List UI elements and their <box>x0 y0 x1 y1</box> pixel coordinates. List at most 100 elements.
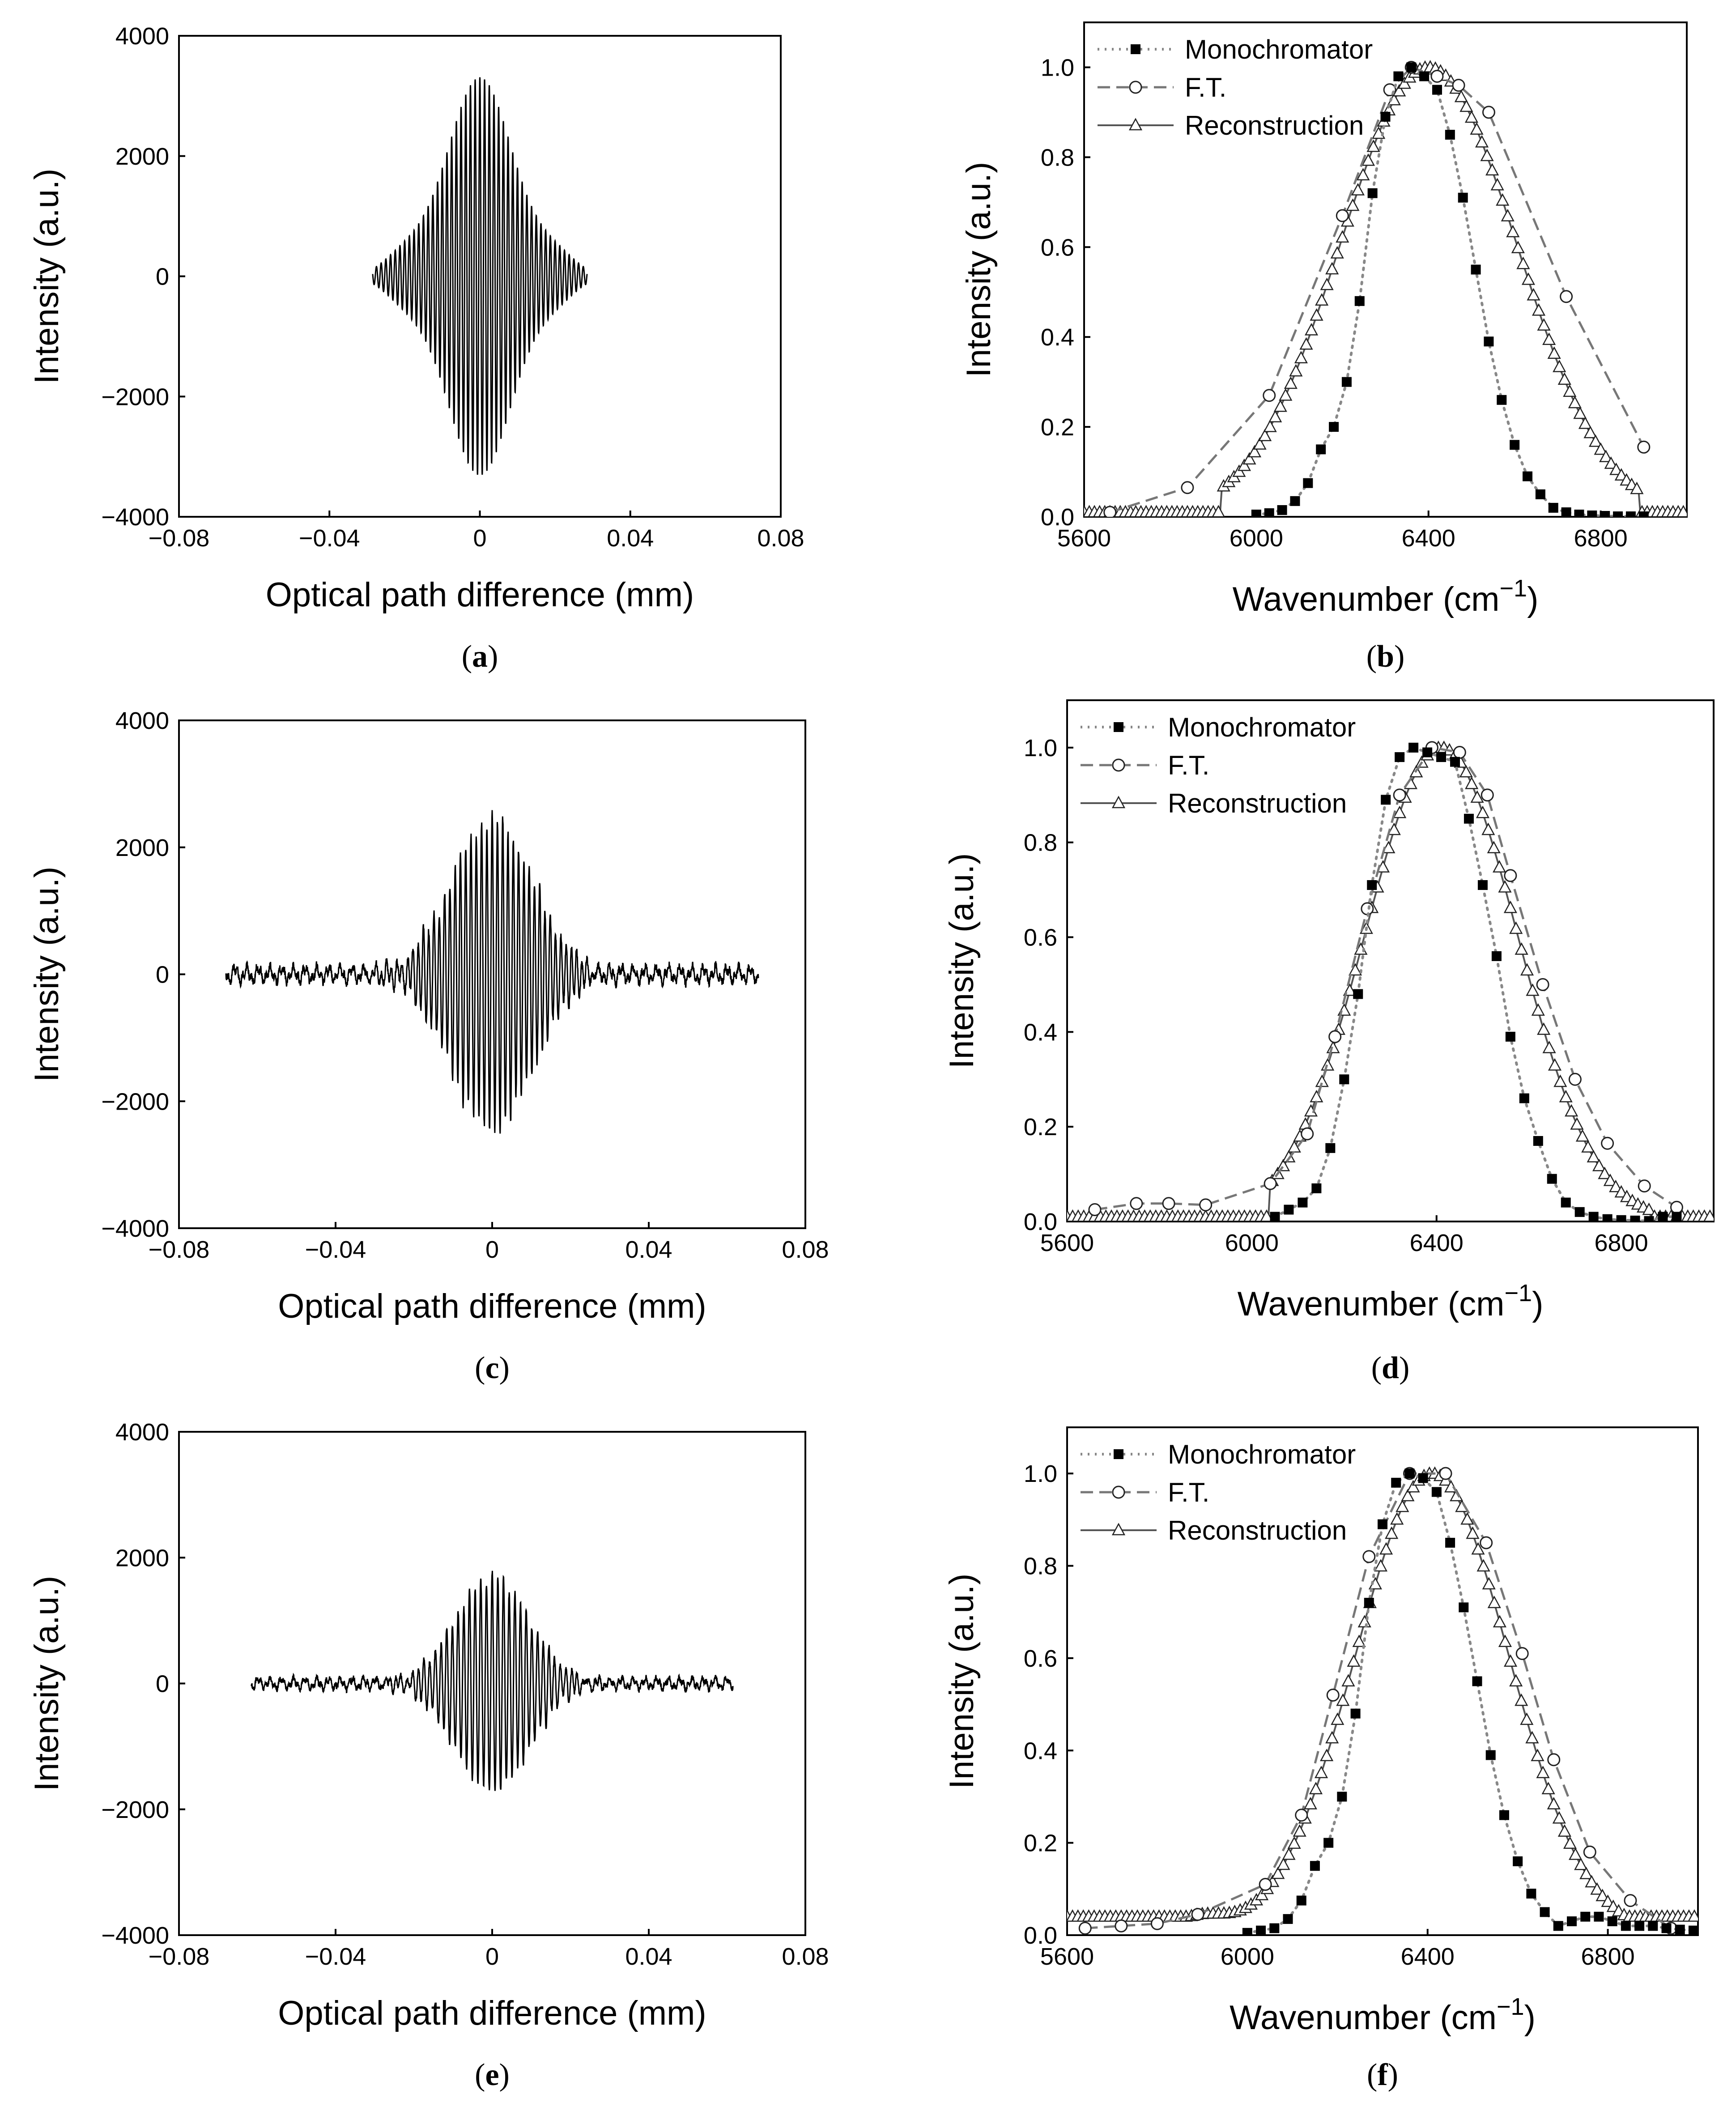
x-axis-label: Optical path difference (mm) <box>278 1287 706 1325</box>
y-tick-label: −2000 <box>101 1088 169 1115</box>
legend-label: Monochromator <box>1168 1439 1356 1469</box>
ft-marker <box>1336 209 1349 222</box>
plot-area <box>225 810 759 1134</box>
reconstruction-marker <box>1516 256 1530 269</box>
ft-marker <box>1601 1136 1614 1150</box>
x-axis-label-superscript: −1 <box>1499 575 1527 602</box>
reconstruction-marker <box>1573 406 1587 419</box>
y-tick-label: 0.8 <box>1024 1553 1057 1580</box>
y-tick-label: −4000 <box>101 504 169 531</box>
reconstruction-marker <box>1309 1782 1323 1795</box>
monochromator-marker <box>1533 1136 1543 1146</box>
monochromator-marker <box>1391 1477 1401 1488</box>
x-axis-label-main: Wavenumber (cm <box>1230 1999 1497 2037</box>
monochromator-marker <box>1380 111 1391 122</box>
chart-panel-e: −0.08 −0.04 0 0.04 0.08 −4000 −2000 0 2000 4000 In… <box>28 1419 829 2092</box>
plot-area <box>1084 60 1687 517</box>
monochromator-marker <box>1381 795 1391 805</box>
ft-marker <box>1088 1203 1102 1217</box>
reconstruction-marker <box>1470 790 1484 803</box>
x-tick-label: 0.04 <box>607 525 654 552</box>
y-tick-label: 0.6 <box>1024 924 1057 951</box>
x-tick-label: 6000 <box>1221 1943 1274 1970</box>
ft-marker <box>1624 1894 1637 1907</box>
legend-marker-triangle <box>1128 118 1143 131</box>
x-tick-label: 0 <box>473 525 486 552</box>
reconstruction-marker <box>1282 1847 1296 1860</box>
monochromator-marker <box>1436 752 1447 762</box>
monochromator-marker <box>1607 1916 1617 1927</box>
ft-marker <box>1504 869 1517 882</box>
reconstruction-marker <box>1547 346 1561 359</box>
monochromator-marker <box>1574 1207 1585 1217</box>
x-tick-label: −0.08 <box>149 1236 210 1263</box>
y-tick-label: 4000 <box>115 1419 169 1446</box>
reconstruction-marker <box>1575 1129 1589 1142</box>
y-tick-label: 0.8 <box>1041 144 1074 171</box>
legend-marker-square <box>1114 1449 1123 1459</box>
reconstruction-marker <box>1393 805 1407 818</box>
y-tick-label: 2000 <box>115 1545 169 1571</box>
reconstruction-marker <box>1614 1185 1628 1198</box>
y-tick-label: 0.0 <box>1024 1922 1057 1949</box>
monochromator-marker <box>1408 742 1419 753</box>
caption-letter: c <box>485 1351 499 1385</box>
caption-open: ( <box>1367 2058 1377 2092</box>
reconstruction-marker <box>1557 372 1571 385</box>
ft-marker <box>1191 1908 1204 1921</box>
monochromator-marker <box>1510 440 1520 450</box>
reconstruction-marker <box>1485 163 1499 176</box>
reconstruction-marker <box>1321 1058 1335 1071</box>
y-axis-label: Intensity (a.u.) <box>28 169 66 384</box>
x-tick-label: 0.04 <box>625 1236 672 1263</box>
reconstruction-marker <box>1541 1782 1555 1795</box>
monochromator-marker <box>1256 1925 1266 1935</box>
reconstruction-marker <box>1592 1158 1606 1171</box>
legend: Monochromator F.T. Reconstruction <box>1098 34 1373 140</box>
reconstruction-marker <box>1263 419 1277 432</box>
reconstruction-marker <box>1574 1857 1588 1870</box>
monochromator-marker <box>1310 1861 1320 1871</box>
reconstruction-marker <box>1676 505 1687 517</box>
ft-marker <box>1162 1197 1175 1210</box>
ft-marker <box>1301 1127 1314 1141</box>
x-tick-label: 0 <box>485 1236 499 1263</box>
reconstruction-marker <box>1563 1836 1577 1849</box>
plot-area <box>372 77 588 475</box>
ft-marker <box>1568 1073 1582 1086</box>
ft-marker <box>1482 106 1495 119</box>
reconstruction-marker <box>1284 376 1298 389</box>
monochromator-marker <box>1298 1197 1308 1208</box>
reconstruction-marker <box>1609 462 1623 475</box>
y-tick-label: 1.0 <box>1024 735 1057 762</box>
monochromator-marker <box>1303 478 1313 488</box>
panel-caption: (d) <box>1371 1351 1410 1385</box>
monochromator-marker <box>1242 1928 1252 1935</box>
reconstruction-marker <box>1392 84 1406 97</box>
ft-marker <box>1439 1467 1452 1480</box>
reconstruction-marker <box>1515 1693 1528 1706</box>
reconstruction-marker <box>1542 332 1556 345</box>
reconstruction-marker <box>1487 1596 1501 1609</box>
monochromator-marker <box>1270 1212 1280 1221</box>
reconstruction-marker <box>1590 1882 1604 1895</box>
reconstruction-marker <box>1260 1209 1273 1221</box>
x-tick-label: −0.08 <box>149 1943 210 1970</box>
monochromator-marker <box>1587 510 1597 517</box>
reconstruction-marker <box>1466 1526 1480 1539</box>
caption-letter: b <box>1377 639 1394 674</box>
y-tick-label: 2000 <box>115 143 169 170</box>
reconstruction-marker <box>1511 241 1525 253</box>
legend-marker-triangle <box>1111 1523 1126 1536</box>
y-tick-label: 0.6 <box>1041 234 1074 261</box>
monochromator-marker <box>1580 1911 1591 1922</box>
monochromator-marker <box>1269 1923 1280 1933</box>
reconstruction-marker <box>1565 1104 1579 1117</box>
reconstruction-marker <box>1501 209 1515 221</box>
reconstruction-marker <box>1454 89 1468 102</box>
monochromator-marker <box>1519 1093 1529 1103</box>
x-axis-label: Wavenumber (cm−1) <box>1238 1280 1544 1323</box>
reconstruction-marker <box>1341 1674 1355 1687</box>
plot-frame <box>1083 21 1688 518</box>
monochromator-marker <box>1621 1921 1631 1931</box>
